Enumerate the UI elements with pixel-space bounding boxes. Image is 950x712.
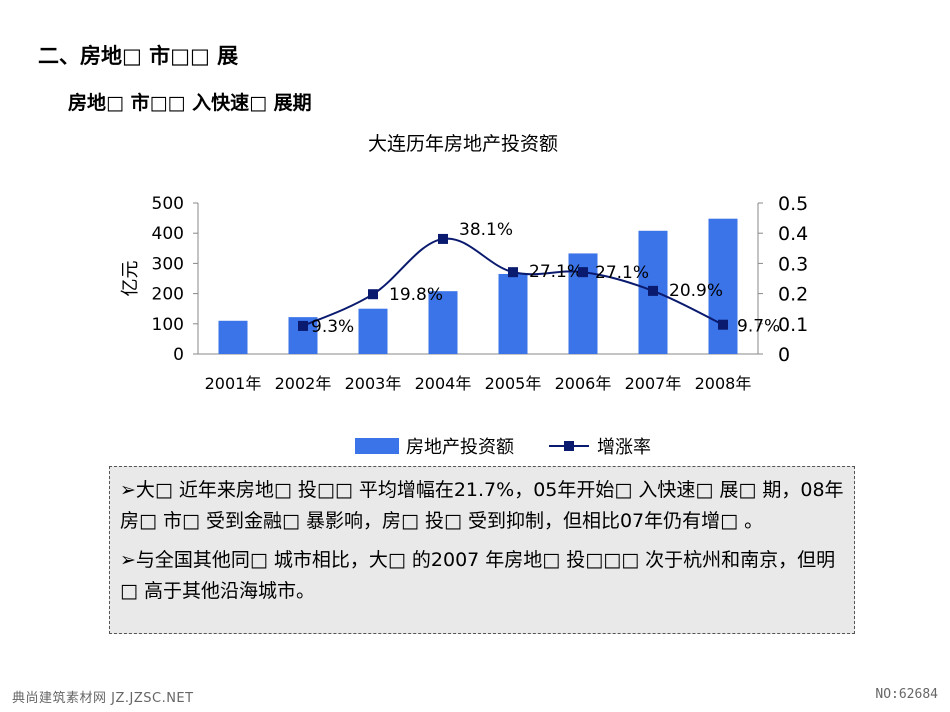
x-tick-label: 2008年 xyxy=(695,374,752,393)
growth-rate-point xyxy=(718,319,728,330)
growth-rate-label: 20.9% xyxy=(669,281,723,301)
growth-rate-label: 27.1% xyxy=(529,262,583,282)
section-subheading: 房地□ 市□□ 入快速□ 展期 xyxy=(68,92,312,114)
bar xyxy=(358,308,388,354)
x-tick-label: 2007年 xyxy=(625,374,682,393)
left-tick-label: 500 xyxy=(152,194,184,214)
x-tick-label: 2006年 xyxy=(555,374,612,393)
right-tick-label: 0.2 xyxy=(778,284,808,306)
growth-rate-label: 9.3% xyxy=(311,317,354,337)
bar xyxy=(498,273,528,354)
x-tick-label: 2004年 xyxy=(415,374,472,393)
growth-rate-point xyxy=(368,289,378,300)
left-tick-label: 100 xyxy=(152,315,184,335)
growth-rate-label: 27.1% xyxy=(595,263,649,283)
x-tick-label: 2003年 xyxy=(345,374,402,393)
page-heading: 二、房地□ 市□□ 展 xyxy=(38,44,239,68)
notes-box: ➢大□ 近年来房地□ 投□□ 平均增幅在21.7%，05年开始□ 入快速□ 展□… xyxy=(109,466,855,634)
legend-line-marker xyxy=(564,441,574,451)
right-tick-label: 0.4 xyxy=(778,223,808,245)
right-tick-label: 0 xyxy=(778,344,790,366)
right-tick-label: 0.3 xyxy=(778,253,808,275)
right-tick-label: 0.5 xyxy=(778,193,808,215)
legend-bar-swatch xyxy=(355,438,399,454)
footer-number: NO:62684 xyxy=(875,687,938,702)
left-tick-label: 400 xyxy=(152,224,184,244)
growth-rate-point xyxy=(508,267,518,278)
right-tick-label: 0.1 xyxy=(778,314,808,336)
x-tick-label: 2005年 xyxy=(485,374,542,393)
chart-title: 大连历年房地产投资额 xyxy=(368,133,558,155)
growth-rate-point xyxy=(438,233,448,244)
y-axis-label: 亿元 xyxy=(120,261,141,297)
growth-rate-point xyxy=(578,267,588,278)
bar xyxy=(708,218,738,354)
note-paragraph-2: ➢与全国其他同□ 城市相比，大□ 的2007 年房地□ 投□□□ 次于杭州和南京… xyxy=(120,549,836,602)
growth-rate-point xyxy=(648,285,658,296)
left-tick-label: 200 xyxy=(152,285,184,305)
legend-line-label: 增涨率 xyxy=(597,437,651,458)
left-tick-label: 300 xyxy=(152,254,184,274)
growth-rate-point xyxy=(298,320,308,331)
growth-rate-label: 19.8% xyxy=(389,285,443,305)
bar xyxy=(428,291,458,354)
left-tick-label: 0 xyxy=(173,345,184,365)
bar xyxy=(218,320,248,354)
growth-rate-label: 9.7% xyxy=(737,317,780,337)
note-paragraph-1: ➢大□ 近年来房地□ 投□□ 平均增幅在21.7%，05年开始□ 入快速□ 展□… xyxy=(120,479,844,532)
x-tick-label: 2001年 xyxy=(205,374,262,393)
growth-rate-label: 38.1% xyxy=(459,220,513,240)
legend-bar-label: 房地产投资额 xyxy=(406,437,514,458)
footer-watermark: 典尚建筑素材网 JZ.JZSC.NET xyxy=(12,691,194,706)
x-tick-label: 2002年 xyxy=(275,374,332,393)
